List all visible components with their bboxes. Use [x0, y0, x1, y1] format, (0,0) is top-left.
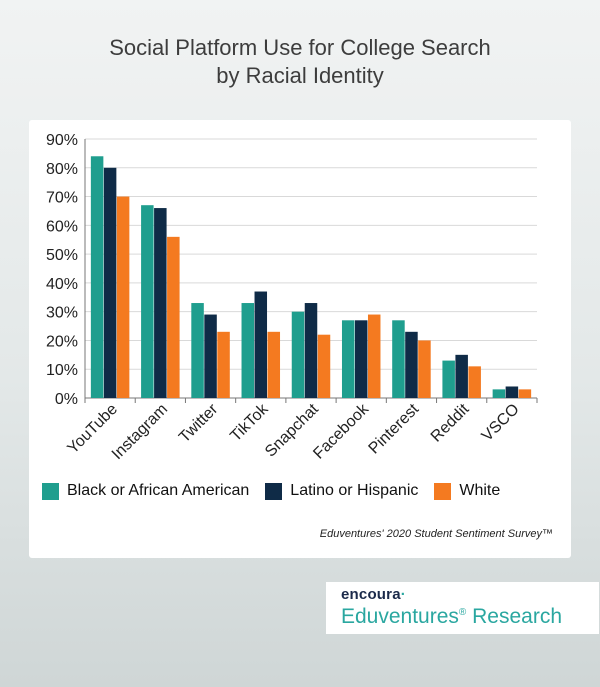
logo: encoura· Eduventures® Research [326, 582, 599, 634]
bar [191, 303, 204, 398]
bar [455, 354, 468, 398]
logo-name-text: Eduventures [341, 605, 459, 628]
y-tick-label: 0% [55, 391, 78, 408]
bar [341, 320, 355, 398]
y-tick-label: 50% [46, 247, 78, 264]
bar [204, 314, 217, 398]
bar [217, 331, 230, 398]
chart-card: 0% 10% 20% 30% 40% 50% 60% 70% 80% 90% YouTube Inst… [29, 120, 571, 558]
logo-suffix: Research [466, 605, 563, 628]
y-tick-label: 10% [46, 362, 78, 379]
chart-title: Social Platform Use for College Search b… [0, 34, 600, 90]
legend-label-latino: Latino or Hispanic [290, 482, 419, 499]
x-tick-label: TikTok [227, 400, 272, 445]
bar [518, 389, 532, 398]
bar [116, 196, 130, 398]
x-tick-label: Pinterest [366, 400, 423, 457]
x-tick-label: Facebook [310, 400, 372, 462]
bar [505, 386, 519, 398]
bar [103, 167, 117, 398]
bar [492, 389, 506, 398]
legend-swatch-white [434, 482, 452, 500]
source-note: Eduventures' 2020 Student Sentiment Surv… [319, 528, 553, 540]
legend-label-black: Black or African American [67, 482, 250, 499]
legend-item-black: Black or African American [42, 482, 249, 500]
y-tick-label: 80% [46, 161, 78, 178]
x-tick-label: VSCO [479, 401, 523, 445]
bar [254, 291, 268, 398]
y-tick-label: 20% [46, 333, 78, 350]
bar [418, 340, 431, 398]
legend-item-white: White [434, 482, 500, 500]
title-line-2: by Racial Identity [216, 63, 384, 88]
logo-brand-dot: · [400, 586, 406, 603]
legend-label-white: White [459, 482, 501, 499]
bar [354, 320, 368, 398]
bar [468, 366, 481, 398]
legend-item-latino: Latino or Hispanic [265, 482, 418, 500]
bar [367, 314, 381, 398]
bar [167, 236, 180, 398]
bar [317, 334, 331, 398]
bar [392, 320, 405, 398]
bar [304, 303, 318, 398]
x-tick-label: Twitter [176, 400, 222, 446]
legend: Black or African American Latino or Hisp… [42, 482, 516, 500]
bar [90, 156, 104, 398]
bar [442, 360, 455, 398]
logo-registered: ® [458, 607, 467, 618]
y-tick-label: 90% [46, 132, 78, 149]
legend-swatch-latino [265, 482, 283, 500]
y-tick-label: 40% [46, 276, 78, 293]
title-line-1: Social Platform Use for College Search [109, 35, 491, 60]
bar [141, 205, 154, 398]
logo-name: Eduventures® Research [341, 605, 562, 629]
bar [405, 331, 418, 398]
y-tick-label: 70% [46, 190, 78, 207]
bar [241, 303, 255, 398]
x-tick-label: Reddit [428, 400, 473, 445]
y-tick-label: 60% [46, 218, 78, 235]
y-tick-label: 30% [46, 305, 78, 322]
legend-swatch-black [42, 482, 59, 500]
bar-chart: 0%10%20%30%40%50%60%70%80%90%YouTubeInst… [46, 132, 538, 463]
logo-brand: encoura· [341, 586, 406, 603]
bar [267, 331, 281, 398]
bar [291, 311, 305, 398]
bar [154, 208, 167, 398]
logo-brand-text: encoura [341, 586, 401, 603]
